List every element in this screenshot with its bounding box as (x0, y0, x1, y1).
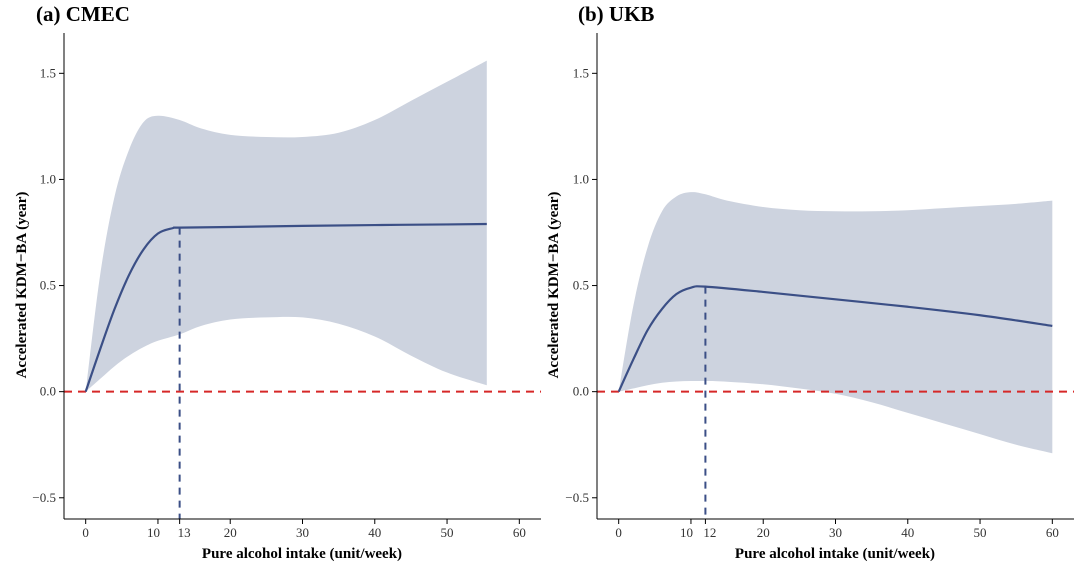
panel-b-x-tick-label: 0 (615, 525, 622, 540)
panel-b-x-tick-label: 10 (680, 525, 693, 540)
panel-a: (a) CMEC 0 10 13 20 30 40 50 60 −0.5 0.0 0.5 1.0 1.5… (14, 2, 541, 562)
panel-b-plot-area (597, 192, 1074, 519)
panel-b-y-tick-label: 0.5 (573, 278, 589, 293)
panel-b-y-tick-label: −0.5 (565, 490, 589, 505)
panel-b-y-axis-title: Accelerated KDM−BA (year) (546, 192, 562, 379)
panel-b-x-tick-label: 40 (901, 525, 914, 540)
panel-b-x-tick-label: 50 (974, 525, 987, 540)
panel-a-y-axis-title: Accelerated KDM−BA (year) (14, 192, 30, 379)
panel-b-y-tick-label: 0.0 (573, 384, 589, 399)
panel-a-y-tick-label: 0.0 (40, 384, 56, 399)
panel-b-x-tick-label: 20 (757, 525, 770, 540)
panel-b-axis-ticks: 0 10 12 20 30 40 50 60 −0.5 0.0 0.5 1.0 1.5 (565, 65, 1058, 540)
panel-b-estimate-line (617, 285, 1053, 393)
panel-b-x-tick-label: 60 (1046, 525, 1059, 540)
panel-b-x-tick-label: 12 (703, 525, 716, 540)
panel-a-x-tick-label: 0 (82, 525, 89, 540)
panel-a-axis-ticks: 0 10 13 20 30 40 50 60 −0.5 0.0 0.5 1.0 1.5 (32, 65, 525, 540)
panel-a-x-tick-label: 50 (441, 525, 454, 540)
panel-a-x-tick-label: 40 (368, 525, 381, 540)
panel-b-ci-band (618, 192, 1053, 454)
panel-a-y-tick-label: 1.0 (40, 171, 56, 186)
panel-b: (b) UKB 0 10 12 20 30 40 50 60−0.50.00.51.01.5 … (546, 2, 1074, 562)
panel-a-title: (a) CMEC (36, 2, 130, 26)
panel-a-x-tick-label: 20 (224, 525, 237, 540)
panel-a-estimate-line (84, 222, 487, 393)
panel-b-title: (b) UKB (578, 2, 654, 26)
panel-b-y-tick-label: 1.0 (573, 171, 589, 186)
panel-a-y-tick-label: 1.5 (40, 65, 56, 80)
panel-a-x-axis-title: Pure alcohol intake (unit/week) (202, 546, 402, 562)
panel-a-plot-area (64, 60, 541, 519)
panel-a-y-tick-label: −0.5 (32, 490, 56, 505)
panel-a-x-tick-label: 10 (147, 525, 160, 540)
panel-a-x-tick-label: 13 (178, 525, 191, 540)
panel-a-y-tick-label: 0.5 (40, 278, 56, 293)
panel-b-x-tick-label: 30 (829, 525, 842, 540)
panel-a-x-tick-label: 30 (296, 525, 309, 540)
panel-b-x-axis-title: Pure alcohol intake (unit/week) (735, 546, 935, 562)
panel-b-y-tick-label: 1.5 (573, 65, 589, 80)
panel-a-x-tick-label: 60 (513, 525, 526, 540)
